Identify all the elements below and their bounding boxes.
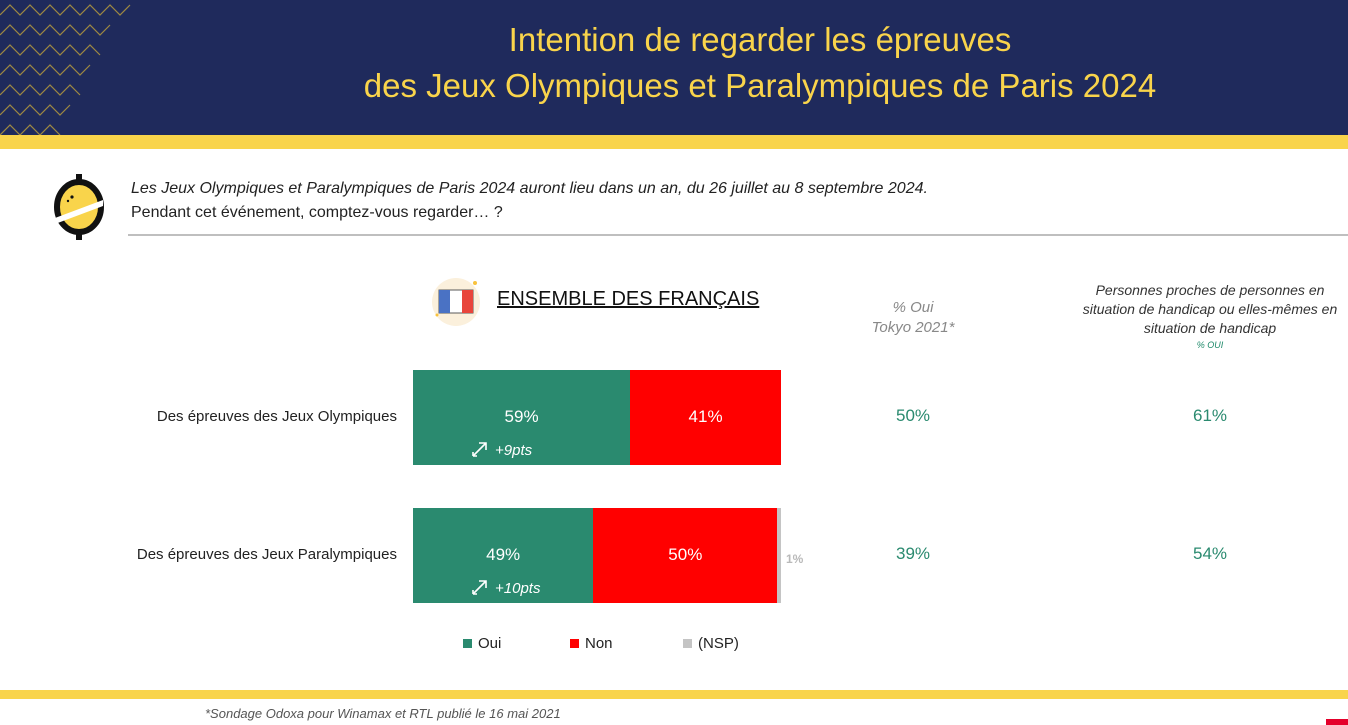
tokyo-header-line1: % Oui [892,299,934,316]
bar-value-label: 50% [668,545,703,564]
handicap-header-line1: Personnes proches de personnes en [1095,282,1325,298]
tokyo-value: 39% [895,544,931,563]
legend-nsp: (NSP) [683,635,739,652]
up-right-arrow-icon [472,580,487,595]
footer-yellow-band [0,690,1348,699]
bar-value-label: 41% [688,407,723,426]
page-title-line1: Intention de regarder les épreuves [508,21,1012,58]
handicap-header-line2: situation de handicap ou elles-mêmes en [1082,301,1338,317]
chevron-pattern-decoration [0,4,131,135]
legend-nsp-label: (NSP) [698,635,739,652]
row-label: Des épreuves des Jeux Paralympiques [136,546,397,563]
up-right-arrow-icon [472,442,487,457]
handicap-column-header: Personnes proches de personnes en situat… [1072,281,1348,338]
header-banner: Intention de regarder les épreuves des J… [0,0,1348,135]
page-title-line2: des Jeux Olympiques et Paralympiques de … [363,67,1157,104]
handicap-value: 61% [1192,406,1228,425]
legend-non-swatch [570,638,579,648]
delta-text: +9pts [495,442,533,459]
bar-value-label: 49% [486,545,521,564]
intro-text-line1: Les Jeux Olympiques et Paralympiques de … [131,180,928,197]
legend-non-label: Non [585,635,613,652]
bar-oui [413,508,594,603]
handicap-value: 54% [1192,544,1228,563]
legend-oui-label: Oui [478,635,502,652]
bar-oui [413,370,631,465]
bar-non [593,508,778,603]
legend-oui: Oui [463,635,501,652]
handicap-column-subheader: % OUI [1196,340,1224,350]
legend-oui-swatch [463,638,472,648]
footnote: *Sondage Odoxa pour Winamax et RTL publi… [205,706,561,721]
nsp-value-label: 1% [786,552,804,566]
delta-text: +10pts [495,580,541,597]
legend-nsp-swatch [683,638,692,648]
bar-value-label: 59% [504,407,539,426]
header-yellow-band [0,135,1348,149]
bar-nsp [777,508,781,603]
corner-mark [1326,719,1348,725]
intro-question: Pendant cet événement, comptez-vous rega… [131,204,503,221]
bar-non [630,370,781,465]
separator-line [128,234,1348,236]
french-flag-icon [432,278,480,326]
delta-label: +9pts [471,440,532,459]
legend-non: Non [570,635,613,652]
tokyo-value: 50% [895,406,931,425]
tokyo-header-line2: Tokyo 2021* [871,319,955,336]
row-label: Des épreuves des Jeux Olympiques [156,408,397,425]
delta-label: +10pts [471,578,540,597]
section-title: ENSEMBLE DES FRANÇAIS [497,288,760,310]
handicap-header-line3: situation de handicap [1143,320,1277,336]
odoxa-logo-icon [54,174,104,240]
tokyo-column-header: % Oui Tokyo 2021* [843,298,983,338]
